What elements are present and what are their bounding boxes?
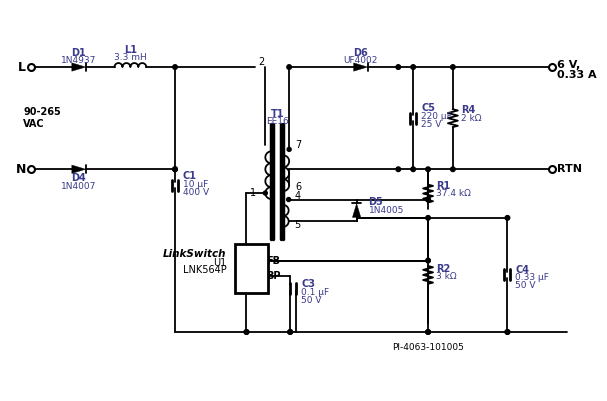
Text: UF4002: UF4002: [344, 56, 378, 65]
Text: 5: 5: [294, 220, 301, 230]
Polygon shape: [354, 63, 367, 71]
Circle shape: [426, 330, 430, 334]
Circle shape: [287, 65, 291, 69]
Text: U1: U1: [214, 257, 226, 267]
Text: 50 V: 50 V: [515, 282, 536, 290]
Circle shape: [450, 167, 455, 172]
Text: C4: C4: [515, 265, 529, 275]
Circle shape: [426, 258, 430, 263]
Text: 0.33 μF: 0.33 μF: [515, 273, 549, 282]
Text: BP: BP: [266, 271, 281, 282]
Text: 2 kΩ: 2 kΩ: [461, 113, 481, 123]
Text: D5: D5: [368, 197, 383, 207]
Text: N: N: [16, 163, 26, 176]
Circle shape: [287, 148, 291, 152]
Circle shape: [426, 197, 430, 202]
Text: 1N4937: 1N4937: [61, 56, 97, 65]
Circle shape: [426, 197, 430, 202]
Text: L1: L1: [124, 45, 137, 55]
Text: 2: 2: [259, 57, 265, 67]
Text: R4: R4: [461, 105, 475, 115]
Text: 6: 6: [295, 182, 301, 192]
FancyBboxPatch shape: [234, 244, 268, 293]
Circle shape: [426, 216, 430, 220]
Text: PI-4063-101005: PI-4063-101005: [392, 343, 464, 352]
Circle shape: [411, 65, 415, 69]
Polygon shape: [72, 63, 86, 71]
Text: L: L: [18, 61, 26, 73]
Circle shape: [244, 330, 249, 334]
Text: 1N4005: 1N4005: [368, 206, 404, 215]
Circle shape: [396, 167, 401, 172]
Text: 6 V,: 6 V,: [557, 60, 580, 70]
Text: D4: D4: [72, 173, 86, 183]
Text: 25 V: 25 V: [421, 119, 441, 129]
Circle shape: [426, 167, 430, 172]
Circle shape: [244, 330, 249, 334]
Circle shape: [505, 330, 510, 334]
Text: 7: 7: [295, 140, 301, 150]
Circle shape: [173, 167, 177, 172]
Circle shape: [288, 330, 293, 334]
Text: 10 μF: 10 μF: [183, 180, 208, 188]
Circle shape: [263, 191, 267, 195]
Text: C3: C3: [301, 279, 315, 290]
Polygon shape: [353, 203, 361, 217]
Text: R1: R1: [436, 180, 450, 190]
Circle shape: [396, 65, 401, 69]
Text: LinkSwitch: LinkSwitch: [163, 249, 226, 259]
Circle shape: [173, 167, 177, 172]
Text: 1N4007: 1N4007: [61, 182, 97, 190]
Circle shape: [173, 65, 177, 69]
Text: FB: FB: [266, 255, 280, 265]
Text: EE16: EE16: [266, 117, 288, 126]
Circle shape: [450, 65, 455, 69]
Text: 90-265
VAC: 90-265 VAC: [23, 107, 61, 129]
Text: D1: D1: [72, 48, 86, 58]
Text: D6: D6: [353, 48, 368, 58]
Text: 1: 1: [250, 188, 256, 198]
Text: 0.1 μF: 0.1 μF: [301, 288, 329, 297]
Text: 400 V: 400 V: [183, 188, 209, 196]
Text: R2: R2: [436, 264, 450, 274]
Circle shape: [426, 330, 430, 334]
Text: T1: T1: [271, 109, 284, 119]
Text: 0.33 A: 0.33 A: [557, 70, 597, 80]
Circle shape: [505, 330, 510, 334]
Text: LNK564P: LNK564P: [183, 265, 226, 275]
Polygon shape: [72, 165, 86, 173]
Text: C5: C5: [421, 103, 435, 113]
Text: 3.3 mH: 3.3 mH: [114, 53, 147, 62]
Text: 220 μF: 220 μF: [421, 111, 452, 121]
Text: C1: C1: [183, 171, 197, 181]
Text: 3 kΩ: 3 kΩ: [436, 272, 456, 282]
Circle shape: [411, 167, 415, 172]
Text: RTN: RTN: [557, 164, 582, 174]
Circle shape: [505, 216, 510, 220]
Text: 50 V: 50 V: [301, 296, 322, 305]
Circle shape: [288, 330, 293, 334]
Text: S: S: [237, 279, 245, 289]
Circle shape: [287, 198, 291, 201]
Text: D: D: [237, 249, 246, 259]
Text: 37.4 kΩ: 37.4 kΩ: [436, 189, 471, 198]
Text: 4: 4: [294, 190, 300, 200]
